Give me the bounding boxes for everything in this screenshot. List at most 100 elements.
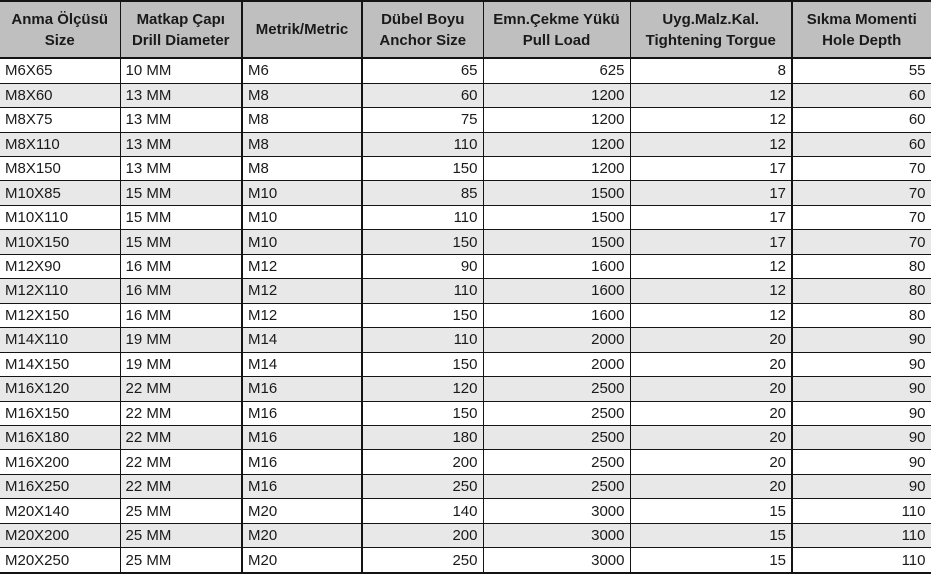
col-header-pullload: Emn.Çekme Yükü Pull Load	[483, 1, 631, 59]
cell-depth: 90	[792, 425, 931, 451]
table-row: M16X200 22 MM M16 200 2500 20 90	[0, 449, 931, 475]
cell-torque: 20	[630, 352, 793, 378]
cell-drill: 13 MM	[120, 132, 243, 157]
cell-size: M20X250	[0, 547, 121, 574]
cell-size: M20X140	[0, 498, 121, 524]
cell-depth: 70	[792, 205, 931, 231]
col-header-drill-line: Matkap Çapı	[136, 10, 225, 28]
table-row: M20X140 25 MM M20 140 3000 15 110	[0, 498, 931, 524]
cell-metric: M12	[242, 303, 363, 329]
table-row: M14X110 19 MM M14 110 2000 20 90	[0, 327, 931, 353]
cell-size: M16X200	[0, 449, 121, 475]
col-header-anchor: Dübel Boyu Anchor Size	[362, 1, 484, 59]
cell-size: M14X110	[0, 327, 121, 353]
table-row: M10X85 15 MM M10 85 1500 17 70	[0, 180, 931, 206]
table-row: M14X150 19 MM M14 150 2000 20 90	[0, 352, 931, 378]
cell-size: M8X150	[0, 156, 121, 182]
col-header-depth-line: Sıkma Momenti	[806, 10, 917, 28]
cell-pullload: 1200	[483, 156, 631, 182]
cell-size: M8X75	[0, 107, 121, 133]
cell-pullload: 3000	[483, 498, 631, 524]
cell-metric: M16	[242, 449, 363, 475]
cell-pullload: 1500	[483, 180, 631, 206]
cell-torque: 12	[630, 132, 793, 157]
cell-depth: 90	[792, 401, 931, 426]
cell-pullload: 2000	[483, 352, 631, 378]
cell-drill: 19 MM	[120, 327, 243, 353]
cell-pullload: 1500	[483, 205, 631, 231]
table-row: M16X250 22 MM M16 250 2500 20 90	[0, 474, 931, 500]
cell-size: M16X180	[0, 425, 121, 451]
col-header-pullload-line: Emn.Çekme Yükü	[493, 10, 620, 28]
cell-metric: M20	[242, 498, 363, 524]
cell-torque: 17	[630, 229, 793, 255]
table-row: M20X200 25 MM M20 200 3000 15 110	[0, 523, 931, 549]
cell-pullload: 2500	[483, 474, 631, 500]
table-row: M16X180 22 MM M16 180 2500 20 90	[0, 425, 931, 451]
cell-drill: 22 MM	[120, 401, 243, 426]
col-header-size: Anma Ölçüsü Size	[0, 1, 121, 59]
table-row: M20X250 25 MM M20 250 3000 15 110	[0, 547, 931, 574]
cell-drill: 13 MM	[120, 107, 243, 133]
cell-depth: 60	[792, 107, 931, 133]
cell-metric: M20	[242, 547, 363, 574]
table-row: M16X150 22 MM M16 150 2500 20 90	[0, 401, 931, 426]
cell-torque: 17	[630, 205, 793, 231]
cell-anchor: 140	[362, 498, 484, 524]
table-row: M12X150 16 MM M12 150 1600 12 80	[0, 303, 931, 329]
cell-pullload: 3000	[483, 547, 631, 574]
cell-drill: 15 MM	[120, 205, 243, 231]
cell-anchor: 250	[362, 474, 484, 500]
table-header: Anma Ölçüsü Size Matkap Çapı Drill Diameter…	[0, 1, 931, 59]
cell-size: M20X200	[0, 523, 121, 549]
cell-depth: 70	[792, 156, 931, 182]
cell-torque: 15	[630, 498, 793, 524]
cell-drill: 25 MM	[120, 523, 243, 549]
cell-drill: 22 MM	[120, 474, 243, 500]
cell-torque: 12	[630, 303, 793, 329]
cell-depth: 70	[792, 180, 931, 206]
cell-drill: 25 MM	[120, 547, 243, 574]
cell-drill: 15 MM	[120, 229, 243, 255]
cell-anchor: 85	[362, 180, 484, 206]
cell-size: M10X110	[0, 205, 121, 231]
col-header-torque-line: Uyg.Malz.Kal.	[662, 10, 760, 28]
table-row: M8X150 13 MM M8 150 1200 17 70	[0, 156, 931, 182]
cell-metric: M16	[242, 474, 363, 500]
cell-drill: 10 MM	[120, 58, 243, 84]
cell-anchor: 200	[362, 523, 484, 549]
cell-anchor: 150	[362, 229, 484, 255]
col-header-torque: Uyg.Malz.Kal. Tightening Torgue	[630, 1, 793, 59]
cell-drill: 25 MM	[120, 498, 243, 524]
cell-anchor: 150	[362, 156, 484, 182]
cell-depth: 110	[792, 547, 931, 574]
cell-pullload: 2500	[483, 449, 631, 475]
cell-metric: M16	[242, 376, 363, 402]
cell-pullload: 625	[483, 58, 631, 84]
cell-size: M10X85	[0, 180, 121, 206]
cell-size: M12X150	[0, 303, 121, 329]
cell-torque: 17	[630, 156, 793, 182]
cell-pullload: 1600	[483, 278, 631, 304]
cell-metric: M10	[242, 180, 363, 206]
cell-depth: 80	[792, 278, 931, 304]
cell-metric: M14	[242, 352, 363, 378]
cell-size: M10X150	[0, 229, 121, 255]
cell-depth: 90	[792, 376, 931, 402]
cell-anchor: 110	[362, 278, 484, 304]
table-row: M12X90 16 MM M12 90 1600 12 80	[0, 254, 931, 280]
cell-depth: 90	[792, 327, 931, 353]
cell-size: M6X65	[0, 58, 121, 84]
cell-torque: 20	[630, 474, 793, 500]
col-header-anchor-line: Anchor Size	[379, 31, 467, 49]
cell-pullload: 1200	[483, 83, 631, 109]
cell-anchor: 120	[362, 376, 484, 402]
cell-torque: 15	[630, 547, 793, 574]
cell-size: M12X90	[0, 254, 121, 280]
cell-anchor: 75	[362, 107, 484, 133]
cell-size: M16X250	[0, 474, 121, 500]
cell-size: M8X60	[0, 83, 121, 109]
cell-metric: M14	[242, 327, 363, 353]
cell-pullload: 3000	[483, 523, 631, 549]
cell-drill: 22 MM	[120, 425, 243, 451]
